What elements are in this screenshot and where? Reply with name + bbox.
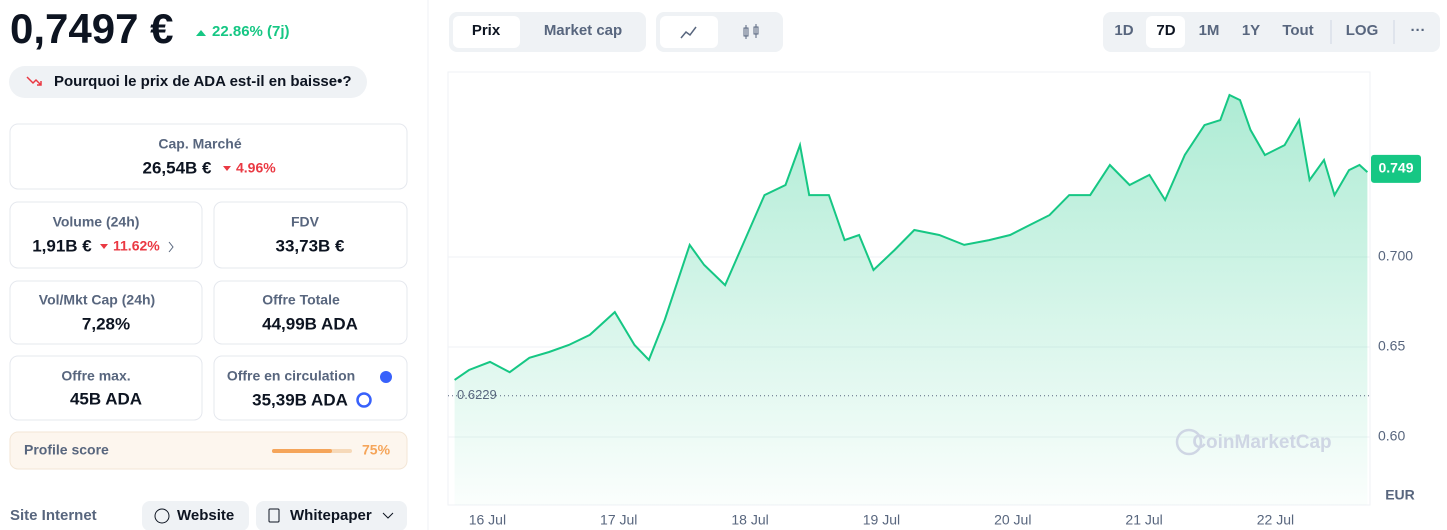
card [213, 280, 408, 345]
card [9, 355, 203, 421]
stat-label: Offre Totale [262, 292, 340, 308]
last-label: 0.749 [1378, 160, 1413, 176]
question[interactable]: Pourquoi le prix de ADA est-il en baisse… [54, 73, 352, 90]
globe-icon [154, 508, 170, 524]
range[interactable]: 7D [1156, 22, 1175, 39]
stat-label: FDV [291, 214, 320, 230]
stat-value: 45B ADA [70, 389, 142, 408]
card [9, 123, 408, 190]
tab[interactable]: Prix [472, 22, 501, 39]
doc-icon [268, 508, 280, 523]
links-label: Site Internet [10, 507, 97, 524]
chevron [382, 512, 394, 519]
card [9, 280, 203, 345]
profile-label: Profile score [24, 442, 109, 458]
watermark: CoinMarketCap [1192, 432, 1331, 453]
stat-change: 4.96% [236, 160, 276, 176]
log[interactable]: LOG [1346, 22, 1379, 39]
range[interactable]: 1Y [1242, 22, 1260, 39]
plot [447, 71, 1371, 506]
candle-icon[interactable] [743, 24, 759, 39]
x-tick-label: 18 Jul [731, 512, 768, 528]
x-tick-label: 17 Jul [600, 512, 637, 528]
last-badge [1371, 154, 1421, 183]
whitepaper[interactable]: Whitepaper [290, 507, 372, 524]
profile-value: 75% [362, 442, 391, 458]
down-icon [100, 244, 108, 249]
x-tick-label: 21 Jul [1125, 512, 1162, 528]
x-tick-label: 22 Jul [1257, 512, 1294, 528]
x-tick-label: 20 Jul [994, 512, 1031, 528]
down-icon [223, 166, 231, 171]
verified-icon [380, 371, 392, 383]
stat-value: 35,39B ADA [252, 390, 348, 409]
stat-label: Offre max. [61, 368, 130, 384]
stat-value: 33,73B € [276, 236, 346, 255]
x-tick-label: 16 Jul [469, 512, 506, 528]
more[interactable]: ··· [1411, 22, 1426, 39]
website[interactable]: Website [177, 507, 234, 524]
whitepaper-btn[interactable] [256, 501, 407, 530]
tab[interactable]: Market cap [544, 22, 622, 39]
range[interactable]: 1D [1114, 22, 1133, 39]
range[interactable]: 1M [1199, 22, 1220, 39]
price-area [454, 95, 1368, 505]
price-line [454, 93, 1369, 381]
price: 0,7497 € [10, 5, 174, 52]
currency: EUR [1385, 487, 1415, 503]
range-active [1146, 16, 1185, 48]
x-tick-label: 19 Jul [863, 512, 900, 528]
stat-label: Vol/Mkt Cap (24h) [39, 292, 155, 308]
stat-label: Cap. Marché [158, 136, 241, 152]
question-pill[interactable] [9, 66, 367, 98]
card [213, 355, 408, 421]
line-btn[interactable] [660, 16, 718, 48]
price-change: 22.86% (7j) [212, 23, 290, 40]
down-icon [26, 76, 42, 86]
y-tick-label: 0.65 [1378, 338, 1405, 354]
chevron [168, 241, 174, 253]
stat-value: 44,99B ADA [262, 314, 358, 333]
y-tick-label: 0.700 [1378, 248, 1413, 264]
circ-icon [356, 392, 372, 408]
stat-label: Offre en circulation [227, 368, 355, 384]
range-group [1103, 12, 1440, 52]
tab-active [453, 16, 520, 48]
card [213, 201, 408, 269]
watermark-logo [1175, 428, 1203, 456]
stat-value: 7,28% [82, 314, 130, 333]
line-icon [680, 26, 697, 39]
profile-card [9, 431, 408, 470]
website-btn[interactable] [142, 501, 249, 530]
up-icon [196, 30, 206, 36]
stat-value: 1,91B € [32, 236, 92, 255]
stat-value: 26,54B € [143, 158, 213, 177]
stat-label: Volume (24h) [53, 214, 140, 230]
range[interactable]: Tout [1282, 22, 1313, 39]
stat-change: 11.62% [113, 238, 160, 254]
reference-label: 0.6229 [457, 387, 497, 402]
card[interactable] [9, 201, 203, 269]
y-tick-label: 0.60 [1378, 428, 1405, 444]
profile-bar [272, 449, 332, 453]
